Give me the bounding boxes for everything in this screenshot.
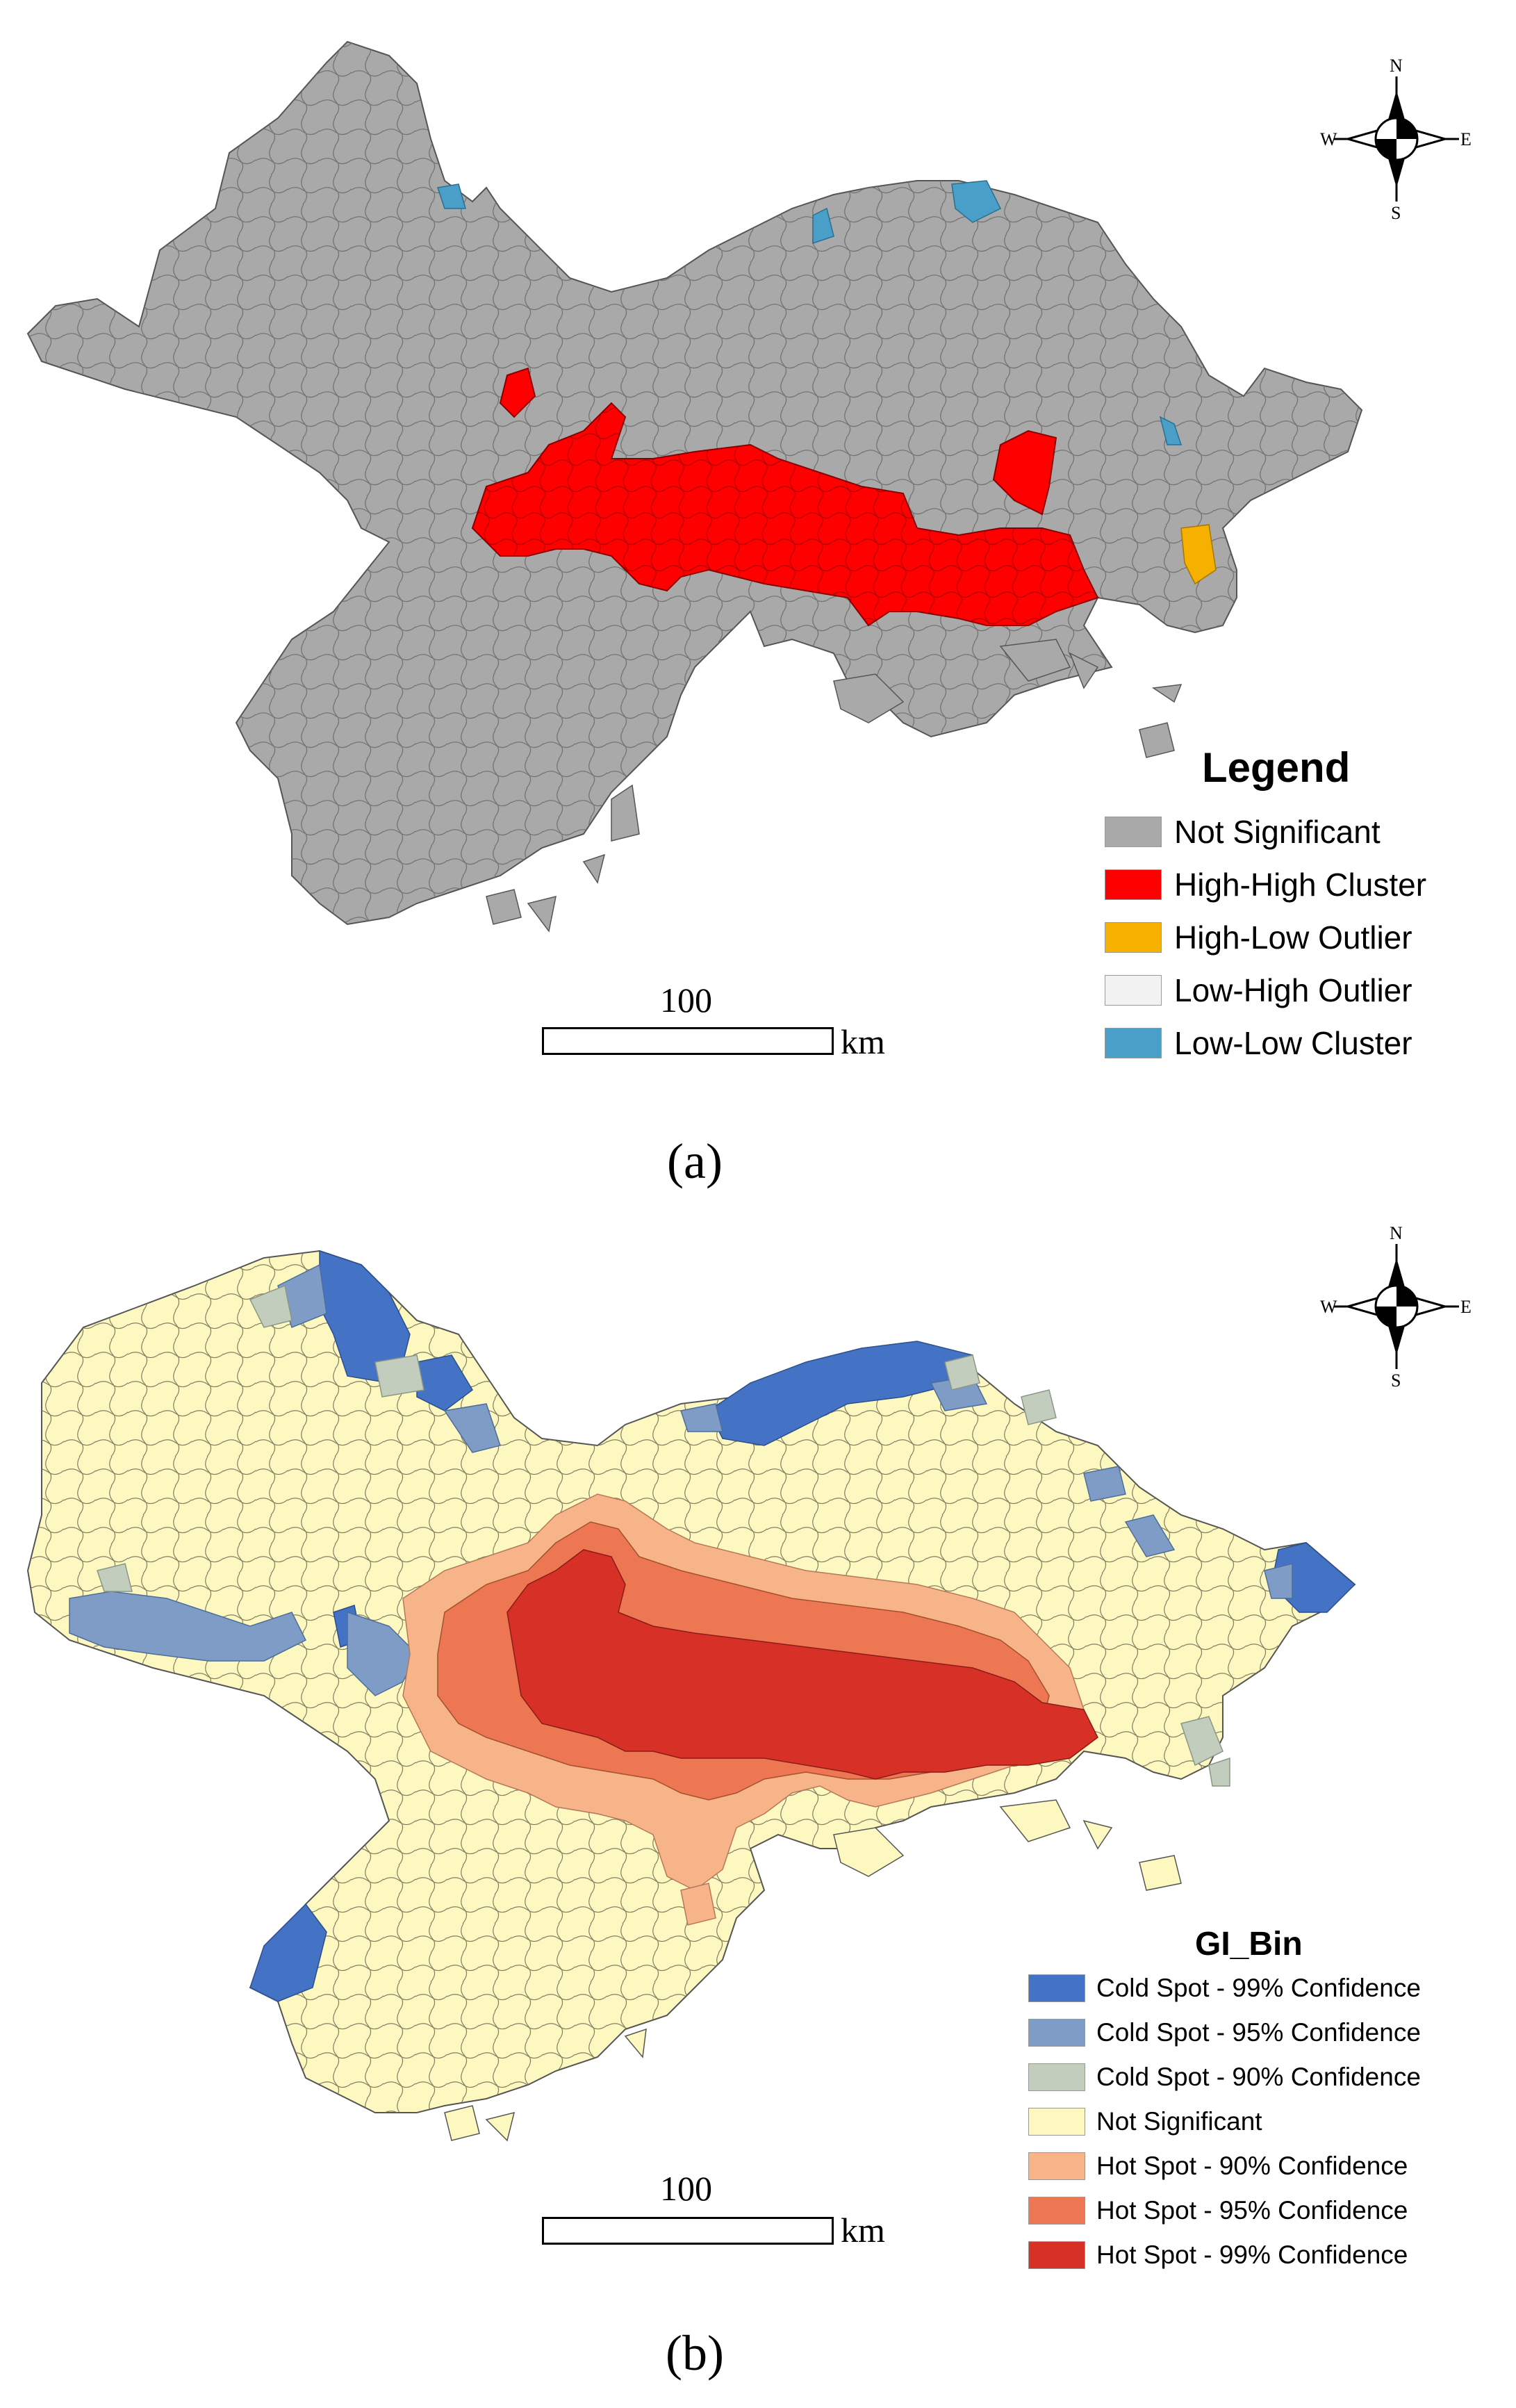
north-arrow-b: N S W E <box>1320 1223 1473 1391</box>
panel-a-legend-label: High-High Cluster <box>1174 867 1427 903</box>
panel-b-legend-item: Hot Spot - 95% Confidence <box>1028 2196 1408 2225</box>
panel-b-legend-label: Not Significant <box>1096 2107 1262 2136</box>
islands-a <box>486 639 1183 933</box>
scale-value-a: 100 <box>660 981 712 1019</box>
islands-b <box>444 1799 1182 2142</box>
caption-b: (b) <box>666 2325 724 2381</box>
scale-bar-line-b <box>542 2217 834 2245</box>
panel-b-legend-item: Hot Spot - 90% Confidence <box>1028 2152 1408 2181</box>
panel-b-legend-swatch <box>1028 2197 1085 2225</box>
scale-bar-line-a <box>542 1027 834 1055</box>
panel-b-hotspot-map: N S W E GI_Bin Cold Spot - 99% Confidenc… <box>0 1223 1516 2408</box>
map-b <box>26 1250 1356 2142</box>
map-a <box>26 40 1363 933</box>
panel-b-legend-swatch <box>1028 2108 1085 2136</box>
compass-w: W <box>1320 1297 1337 1317</box>
panel-b-legend-label: Hot Spot - 99% Confidence <box>1096 2241 1408 2269</box>
panel-b-legend-item: Cold Spot - 95% Confidence <box>1028 2018 1421 2047</box>
panel-b-legend-item: Cold Spot - 90% Confidence <box>1028 2063 1421 2092</box>
scale-value-b: 100 <box>660 2169 712 2208</box>
region-cold-spot-99 <box>249 1250 1356 2002</box>
panel-a-legend-swatch <box>1105 1028 1162 1058</box>
region-high-low-outlier <box>1180 524 1217 585</box>
panel-b-legend-swatch <box>1028 2019 1085 2047</box>
panel-b-legend-swatch <box>1028 2152 1085 2180</box>
panel-b-legend-item: Hot Spot - 99% Confidence <box>1028 2241 1408 2270</box>
compass-e: E <box>1460 1297 1472 1317</box>
panel-a-legend-item: Low-High Outlier <box>1105 972 1412 1009</box>
panel-a-legend-label: Low-Low Cluster <box>1174 1025 1412 1061</box>
region-hot-spot-99 <box>506 1549 1098 1780</box>
panel-a-legend-label: Low-High Outlier <box>1174 972 1412 1008</box>
region-cold-spot-90 <box>97 1284 1230 1787</box>
panel-b-legend-label: Cold Spot - 90% Confidence <box>1096 2063 1421 2091</box>
panel-b-legend-label: Hot Spot - 90% Confidence <box>1096 2152 1408 2180</box>
scale-unit-a: km <box>841 1022 885 1061</box>
compass-w: W <box>1320 129 1337 149</box>
compass-s: S <box>1391 203 1401 223</box>
panel-a-legend-item: Not Significant <box>1105 813 1381 851</box>
compass-rose-icon <box>1334 1244 1459 1369</box>
panel-a-legend-item: Low-Low Cluster <box>1105 1024 1412 1062</box>
legend-title-b: GI_Bin <box>1195 1926 1303 1963</box>
north-arrow-a: N S W E <box>1320 56 1473 223</box>
legend-title-a: Legend <box>1202 744 1351 791</box>
panel-b-legend-swatch <box>1028 2063 1085 2091</box>
compass-s: S <box>1391 1370 1401 1391</box>
region-low-low-cluster <box>437 180 1183 445</box>
compass-n: N <box>1390 1223 1403 1243</box>
panel-a-legend-swatch <box>1105 922 1162 953</box>
panel-b-legend-item: Cold Spot - 99% Confidence <box>1028 1974 1421 2003</box>
panel-a-legend-label: Not Significant <box>1174 814 1381 850</box>
panel-b-legend-swatch <box>1028 2241 1085 2269</box>
panel-b-legend-swatch <box>1028 1974 1085 2002</box>
compass-n: N <box>1390 56 1403 76</box>
panel-a-legend-label: High-Low Outlier <box>1174 919 1412 956</box>
panel-b-legend-item: Not Significant <box>1028 2107 1262 2136</box>
compass-e: E <box>1460 129 1472 149</box>
panel-a-legend-swatch <box>1105 817 1162 847</box>
panel-b-legend-label: Hot Spot - 95% Confidence <box>1096 2196 1408 2225</box>
panel-b-legend-label: Cold Spot - 99% Confidence <box>1096 1974 1421 2002</box>
caption-a: (a) <box>667 1133 723 1189</box>
compass-rose-icon <box>1334 76 1459 202</box>
panel-a-legend-swatch <box>1105 975 1162 1006</box>
region-cold-spot-95 <box>69 1263 1293 1696</box>
panel-a-lisa-map: N S W E Legend Not Significant High-High … <box>26 40 1473 1189</box>
panel-a-legend-item: High-High Cluster <box>1105 866 1426 903</box>
panel-a-legend-swatch <box>1105 869 1162 900</box>
scale-unit-b: km <box>841 2211 885 2250</box>
panel-b-legend-label: Cold Spot - 95% Confidence <box>1096 2018 1421 2047</box>
panel-a-legend-item: High-Low Outlier <box>1105 919 1412 956</box>
